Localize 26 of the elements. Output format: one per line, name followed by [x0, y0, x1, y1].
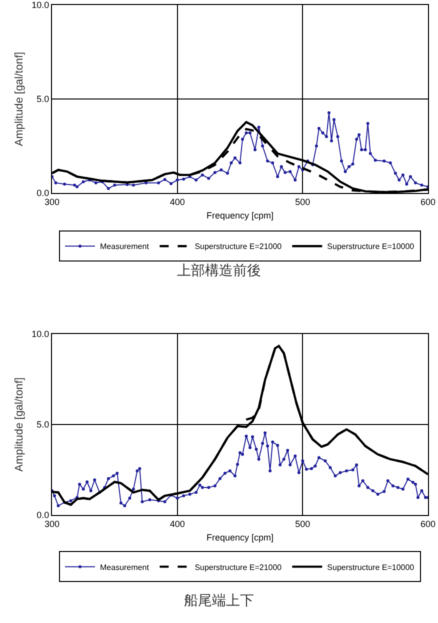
x-tick-label: 300 — [44, 518, 60, 529]
y-tick-label: 0.0 — [36, 510, 50, 520]
x-tick-label: 600 — [420, 196, 436, 207]
x-tick-label: 500 — [295, 196, 310, 207]
x-tick-label: 600 — [420, 518, 436, 529]
y-axis-title: Amplitude [gal/tonf] — [13, 52, 26, 146]
legend-label: Measurement — [100, 562, 150, 572]
x-tick-label: 300 — [44, 196, 60, 207]
y-tick-label: 0.0 — [36, 188, 50, 198]
text: 上部構造前後 — [177, 262, 261, 279]
x-axis-title: Frequency [cpm] — [206, 532, 274, 543]
legend-label: Superstructure E=21000 — [194, 242, 282, 252]
x-tick-label: 400 — [170, 518, 185, 529]
y-tick-label: 5.0 — [36, 420, 50, 430]
y-tick-label: 5.0 — [36, 94, 50, 104]
y-axis-title: Amplitude [gal/tonf] — [13, 377, 26, 472]
text: 船尾端上下 — [184, 592, 254, 609]
legend-label: Superstructure E=21000 — [194, 562, 282, 572]
x-tick-label: 400 — [170, 196, 185, 207]
y-tick-label: 10.0 — [32, 0, 50, 10]
legend-label: Superstructure E=10000 — [327, 562, 415, 572]
legend-label: Measurement — [100, 242, 150, 252]
x-axis-title: Frequency [cpm] — [206, 210, 274, 221]
legend-label: Superstructure E=10000 — [327, 242, 415, 252]
y-tick-label: 10.0 — [32, 329, 50, 340]
x-tick-label: 500 — [295, 518, 310, 529]
